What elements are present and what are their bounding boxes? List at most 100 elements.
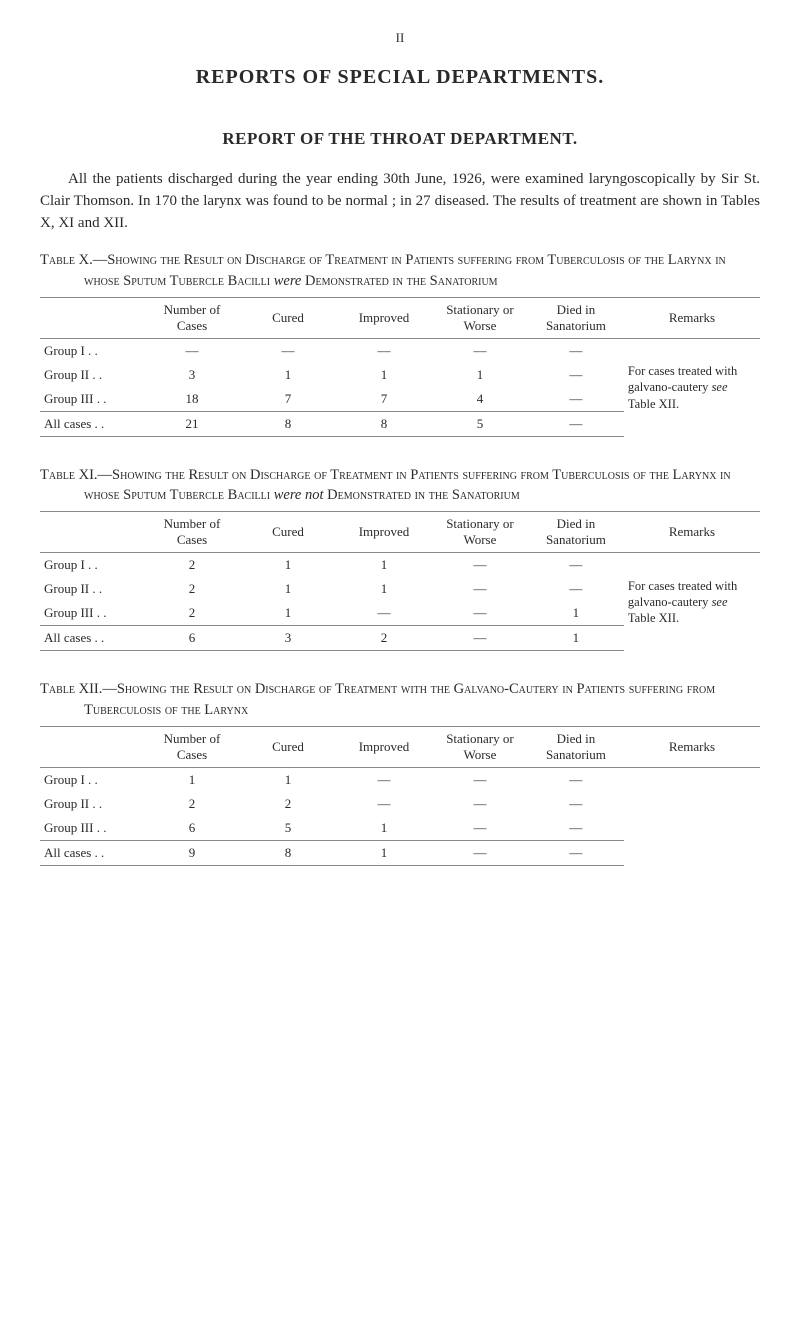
caption-num: X.— (79, 252, 108, 268)
caption-text-1: Showing the Result on Discharge of Treat… (84, 681, 715, 717)
th-cases: Number of Cases (144, 297, 240, 338)
cell: — (528, 792, 624, 816)
remarks-cell: For cases treated with galvano-cautery s… (624, 553, 760, 651)
cell: 1 (144, 768, 240, 793)
main-title: REPORTS OF SPECIAL DEPARTMENTS. (40, 66, 760, 89)
table-xi: Number of Cases Cured Improved Stationar… (40, 511, 760, 651)
cell: 5 (432, 411, 528, 436)
cell: 2 (144, 553, 240, 578)
cell: — (432, 601, 528, 626)
caption-lead: Table (40, 681, 75, 697)
th-cured: Cured (240, 727, 336, 768)
cell: 2 (240, 792, 336, 816)
cell: — (432, 577, 528, 601)
table-xii: Number of Cases Cured Improved Stationar… (40, 726, 760, 866)
cell: — (432, 768, 528, 793)
cell: — (528, 816, 624, 841)
row-label: Group II . . (40, 577, 144, 601)
cell: 8 (240, 411, 336, 436)
sub-title: REPORT OF THE THROAT DEPARTMENT. (40, 129, 760, 149)
th-died: Died in Sanatorium (528, 727, 624, 768)
cell: 7 (240, 387, 336, 412)
table-header-row: Number of Cases Cured Improved Stationar… (40, 297, 760, 338)
cell: 3 (144, 363, 240, 387)
cell: 21 (144, 411, 240, 436)
caption-num: XII.— (79, 681, 117, 697)
caption-em: were not (274, 487, 324, 503)
row-label: All cases . . (40, 411, 144, 436)
cell: 1 (336, 841, 432, 866)
caption-num: XI.— (79, 467, 112, 483)
th-blank (40, 297, 144, 338)
cell: 1 (240, 601, 336, 626)
table-header-row: Number of Cases Cured Improved Stationar… (40, 727, 760, 768)
row-label: Group I . . (40, 768, 144, 793)
row-label: Group II . . (40, 792, 144, 816)
th-improved: Improved (336, 512, 432, 553)
cell: 3 (240, 626, 336, 651)
row-label: Group I . . (40, 338, 144, 363)
th-cases: Number of Cases (144, 727, 240, 768)
cell: 1 (240, 553, 336, 578)
th-remarks: Remarks (624, 512, 760, 553)
table-x: Number of Cases Cured Improved Stationar… (40, 297, 760, 437)
cell: — (432, 816, 528, 841)
th-stationary: Stationary or Worse (432, 512, 528, 553)
cell: 1 (336, 577, 432, 601)
cell: — (336, 792, 432, 816)
cell: 1 (240, 577, 336, 601)
remarks-cell: For cases treated with galvano-cautery s… (624, 338, 760, 436)
caption-em: were (274, 273, 302, 289)
cell: — (336, 601, 432, 626)
cell: — (528, 577, 624, 601)
cell: — (528, 411, 624, 436)
th-cases: Number of Cases (144, 512, 240, 553)
cell: — (336, 768, 432, 793)
cell: 9 (144, 841, 240, 866)
cell: 1 (528, 601, 624, 626)
table-x-caption: Table X.—Showing the Result on Discharge… (40, 250, 760, 291)
cell: — (432, 792, 528, 816)
caption-text-2: Demonstrated in the Sanatorium (301, 273, 497, 289)
cell: — (528, 768, 624, 793)
remarks-cell (624, 768, 760, 866)
cell: 2 (144, 792, 240, 816)
cell: — (336, 338, 432, 363)
row-label: Group III . . (40, 387, 144, 412)
th-improved: Improved (336, 727, 432, 768)
page-number: II (40, 30, 760, 46)
cell: — (432, 626, 528, 651)
intro-paragraph: All the patients discharged during the y… (40, 169, 760, 234)
th-cured: Cured (240, 512, 336, 553)
cell: — (528, 553, 624, 578)
cell: 5 (240, 816, 336, 841)
cell: 8 (336, 411, 432, 436)
th-stationary: Stationary or Worse (432, 727, 528, 768)
th-remarks: Remarks (624, 727, 760, 768)
cell: — (528, 363, 624, 387)
cell: — (432, 841, 528, 866)
th-died: Died in Sanatorium (528, 512, 624, 553)
cell: 18 (144, 387, 240, 412)
cell: 4 (432, 387, 528, 412)
cell: 1 (432, 363, 528, 387)
cell: — (528, 841, 624, 866)
table-row: Group I . . 2 1 1 — — For cases treated … (40, 553, 760, 578)
table-xi-caption: Table XI.—Showing the Result on Discharg… (40, 465, 760, 506)
caption-lead: Table (40, 252, 75, 268)
cell: — (528, 387, 624, 412)
row-label: All cases . . (40, 841, 144, 866)
cell: 1 (336, 553, 432, 578)
cell: 8 (240, 841, 336, 866)
table-xii-caption: Table XII.—Showing the Result on Dischar… (40, 679, 760, 720)
th-remarks: Remarks (624, 297, 760, 338)
cell: 6 (144, 626, 240, 651)
row-label: Group III . . (40, 816, 144, 841)
row-label: All cases . . (40, 626, 144, 651)
table-row: Group I . . — — — — — For cases treated … (40, 338, 760, 363)
cell: 1 (336, 363, 432, 387)
th-blank (40, 727, 144, 768)
cell: 2 (144, 577, 240, 601)
cell: 1 (528, 626, 624, 651)
row-label: Group III . . (40, 601, 144, 626)
